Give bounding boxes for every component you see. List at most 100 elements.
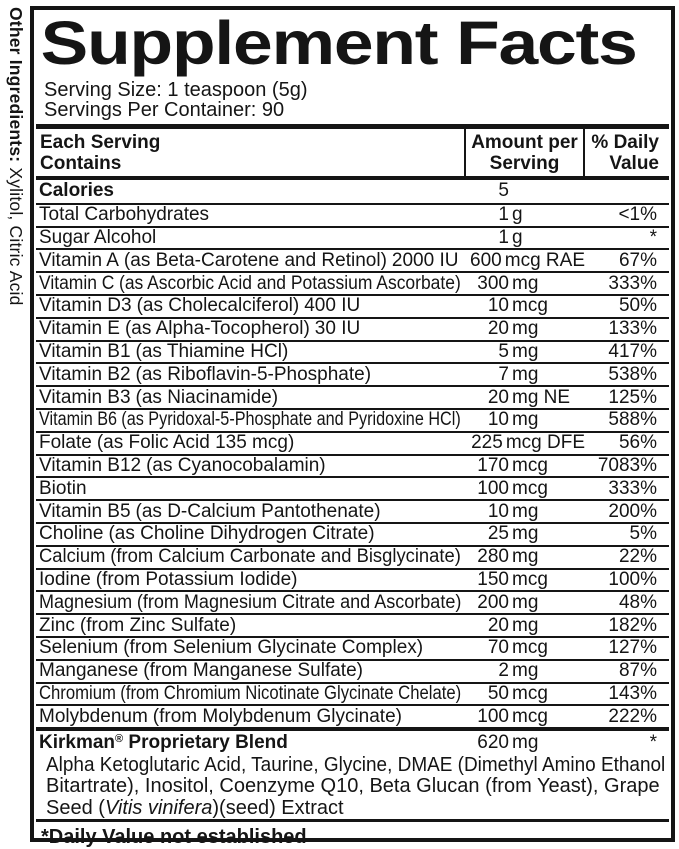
ingredient-name: Magnesium (from Magnesium Citrate and Asc… — [39, 591, 462, 613]
amount-per-serving: 25 mg — [487, 523, 539, 545]
daily-value-footnote: *Daily Value not established — [41, 825, 307, 848]
amount-per-serving: 150 mcg — [477, 568, 548, 590]
daily-value-percent: 333% — [608, 477, 657, 499]
amount-per-serving: 170 mcg — [477, 454, 548, 476]
amount-per-serving: 225 mcg DFE — [471, 432, 585, 454]
amount-per-serving: 620 mg — [477, 731, 539, 753]
daily-value-percent: 222% — [608, 705, 657, 727]
ingredient-name: Chromium (from Chromium Nicotinate Glycin… — [39, 682, 462, 704]
ingredient-name: Sugar Alcohol — [39, 227, 157, 248]
servings-per-container-text: Servings Per Container: 90 — [44, 99, 285, 121]
daily-value-percent: 5% — [629, 523, 657, 545]
ingredient-name: Total Carbohydrates — [39, 204, 210, 226]
ingredient-name: Choline (as Choline Dihydrogen Citrate) — [39, 523, 375, 545]
table-header: Each Serving Contains Amount per Serving… — [36, 129, 669, 176]
other-ingredients-label: Other Ingredients: — [6, 7, 26, 163]
ingredient-name: Vitamin B3 (as Niacinamide) — [39, 386, 279, 408]
header-percent-daily-value: % Daily Value — [591, 132, 659, 174]
daily-value-percent: 127% — [608, 637, 657, 659]
daily-value-percent: * — [649, 227, 657, 248]
table-row: Vitamin A (as Beta-Carotene and Retinol) 2… — [36, 248, 669, 271]
table-row: Vitamin B3 (as Niacinamide) 20 mg NE 125% — [36, 385, 669, 408]
daily-value-percent: 7083% — [597, 454, 657, 476]
table-row: Biotin 100 mcg 333% — [36, 476, 669, 499]
table-row: Calcium (from Calcium Carbonate and Bisgl… — [36, 544, 669, 568]
table-row: Iodine (from Potassium Iodide) 150 mcg 100… — [36, 567, 669, 591]
table-row-proprietary-blend: Kirkman® Proprietary Blend 620 mg * — [36, 731, 669, 754]
table-row: Zinc (from Zinc Sulfate) 20 mg 182% — [36, 613, 669, 636]
daily-value-percent: 50% — [618, 295, 657, 317]
table-row: Vitamin B6 (as Pyridoxal-5-Phosphate and … — [36, 407, 669, 431]
daily-value-percent: 333% — [608, 272, 657, 294]
ingredient-name: Calcium (from Calcium Carbonate and Bisgl… — [39, 546, 461, 568]
table-row: Calories 5 — [36, 180, 669, 203]
table-row: Manganese (from Manganese Sulfate) 2 mg 87… — [36, 658, 669, 682]
amount-per-serving: 10 mcg — [487, 295, 548, 317]
table-row: Chromium (from Chromium Nicotinate Glycin… — [36, 681, 669, 705]
ingredient-name: Vitamin B12 (as Cyanocobalamin) — [39, 454, 326, 476]
amount-per-serving: 280 mg — [477, 546, 539, 568]
divider-blend-top — [36, 727, 669, 732]
daily-value-percent: 87% — [618, 660, 657, 682]
daily-value-percent: 538% — [608, 363, 657, 385]
ingredient-name: Vitamin D3 (as Cholecalciferol) 400 IU — [39, 295, 361, 317]
amount-per-serving: 50 mcg — [487, 682, 548, 704]
daily-value-percent: 125% — [608, 386, 657, 408]
other-ingredients-value: Xylitol, Citric Acid — [6, 162, 26, 306]
daily-value-percent: 100% — [608, 568, 657, 590]
ingredient-name: Vitamin B6 (as Pyridoxal-5-Phosphate and … — [39, 409, 461, 431]
amount-per-serving: 100 mcg — [477, 705, 548, 727]
amount-per-serving: 70 mcg — [487, 637, 548, 659]
daily-value-percent: 143% — [608, 682, 657, 704]
table-row: Choline (as Choline Dihydrogen Citrate) 2… — [36, 521, 669, 545]
daily-value-percent: 48% — [618, 591, 657, 613]
table-row: Selenium (from Selenium Glycinate Complex… — [36, 635, 669, 659]
table-row: Magnesium (from Magnesium Citrate and Asc… — [36, 590, 669, 613]
ingredient-name: Vitamin B5 (as D-Calcium Pantothenate) — [39, 500, 381, 522]
ingredient-name: Molybdenum (from Molybdenum Glycinate) — [39, 705, 402, 727]
blend-name: Kirkman — [39, 731, 116, 753]
amount-per-serving: 5 — [498, 180, 509, 202]
ingredient-name: Kirkman® Proprietary Blend — [36, 732, 464, 754]
table-row: Vitamin B12 (as Cyanocobalamin) 170 mcg 70… — [36, 453, 669, 477]
amount-per-serving: 200 mg — [477, 591, 539, 613]
botanical-name: Vitis vinifera — [104, 796, 213, 819]
blend-description-line: Bitartrate), Inositol, Coenzyme Q10, Bet… — [46, 775, 660, 798]
amount-per-serving: 7 mg — [498, 363, 539, 385]
amount-per-serving: 600 mcg RAE — [470, 249, 585, 271]
amount-per-serving: 5 mg — [498, 340, 539, 362]
amount-per-serving: 100 mcg — [477, 477, 548, 499]
table-row: Vitamin C (as Ascorbic Acid and Potassium… — [36, 271, 669, 294]
daily-value-percent: 200% — [608, 500, 657, 522]
amount-per-serving: 10 mg — [487, 409, 539, 431]
blend-description-line: Seed (Vitis vinifera)(seed) Extract — [46, 796, 344, 819]
divider-header-bottom — [36, 176, 669, 180]
ingredient-name: Zinc (from Zinc Sulfate) — [39, 614, 237, 636]
ingredient-name: Calories — [39, 180, 114, 202]
daily-value-percent: <1% — [618, 204, 657, 226]
daily-value-percent: 182% — [608, 614, 657, 636]
blend-name-rest: Proprietary Blend — [123, 731, 288, 753]
blend-description: Alpha Ketoglutaric Acid, Taurine, Glycin… — [36, 754, 669, 819]
ingredient-name: Vitamin B2 (as Riboflavin-5-Phosphate) — [39, 363, 372, 385]
registered-mark: ® — [115, 732, 124, 745]
amount-per-serving: 300 mg — [477, 272, 539, 294]
ingredient-name: Folate (as Folic Acid 135 mcg) — [39, 432, 295, 454]
ingredient-name: Vitamin A (as Beta-Carotene and Retinol) 2… — [39, 249, 459, 271]
table-row: Molybdenum (from Molybdenum Glycinate) 10… — [36, 704, 669, 727]
daily-value-percent: * — [649, 731, 657, 753]
table-row: Vitamin B1 (as Thiamine HCl) 5 mg 417% — [36, 339, 669, 363]
header-each-serving: Each Serving Contains — [40, 132, 161, 174]
amount-per-serving: 20 mg NE — [487, 386, 571, 408]
divider-footnote-top — [36, 818, 669, 822]
header-amount-per-serving: Amount per Serving — [464, 129, 585, 176]
table-row: Vitamin E (as Alpha-Tocopherol) 30 IU 20 mg… — [36, 316, 669, 340]
ingredient-name: Manganese (from Manganese Sulfate) — [39, 660, 363, 682]
supplement-facts-panel: Supplement Facts Serving Size: 1 teaspoo… — [30, 6, 675, 848]
daily-value-percent: 56% — [618, 432, 657, 454]
ingredient-name: Vitamin C (as Ascorbic Acid and Potassium… — [39, 272, 461, 294]
